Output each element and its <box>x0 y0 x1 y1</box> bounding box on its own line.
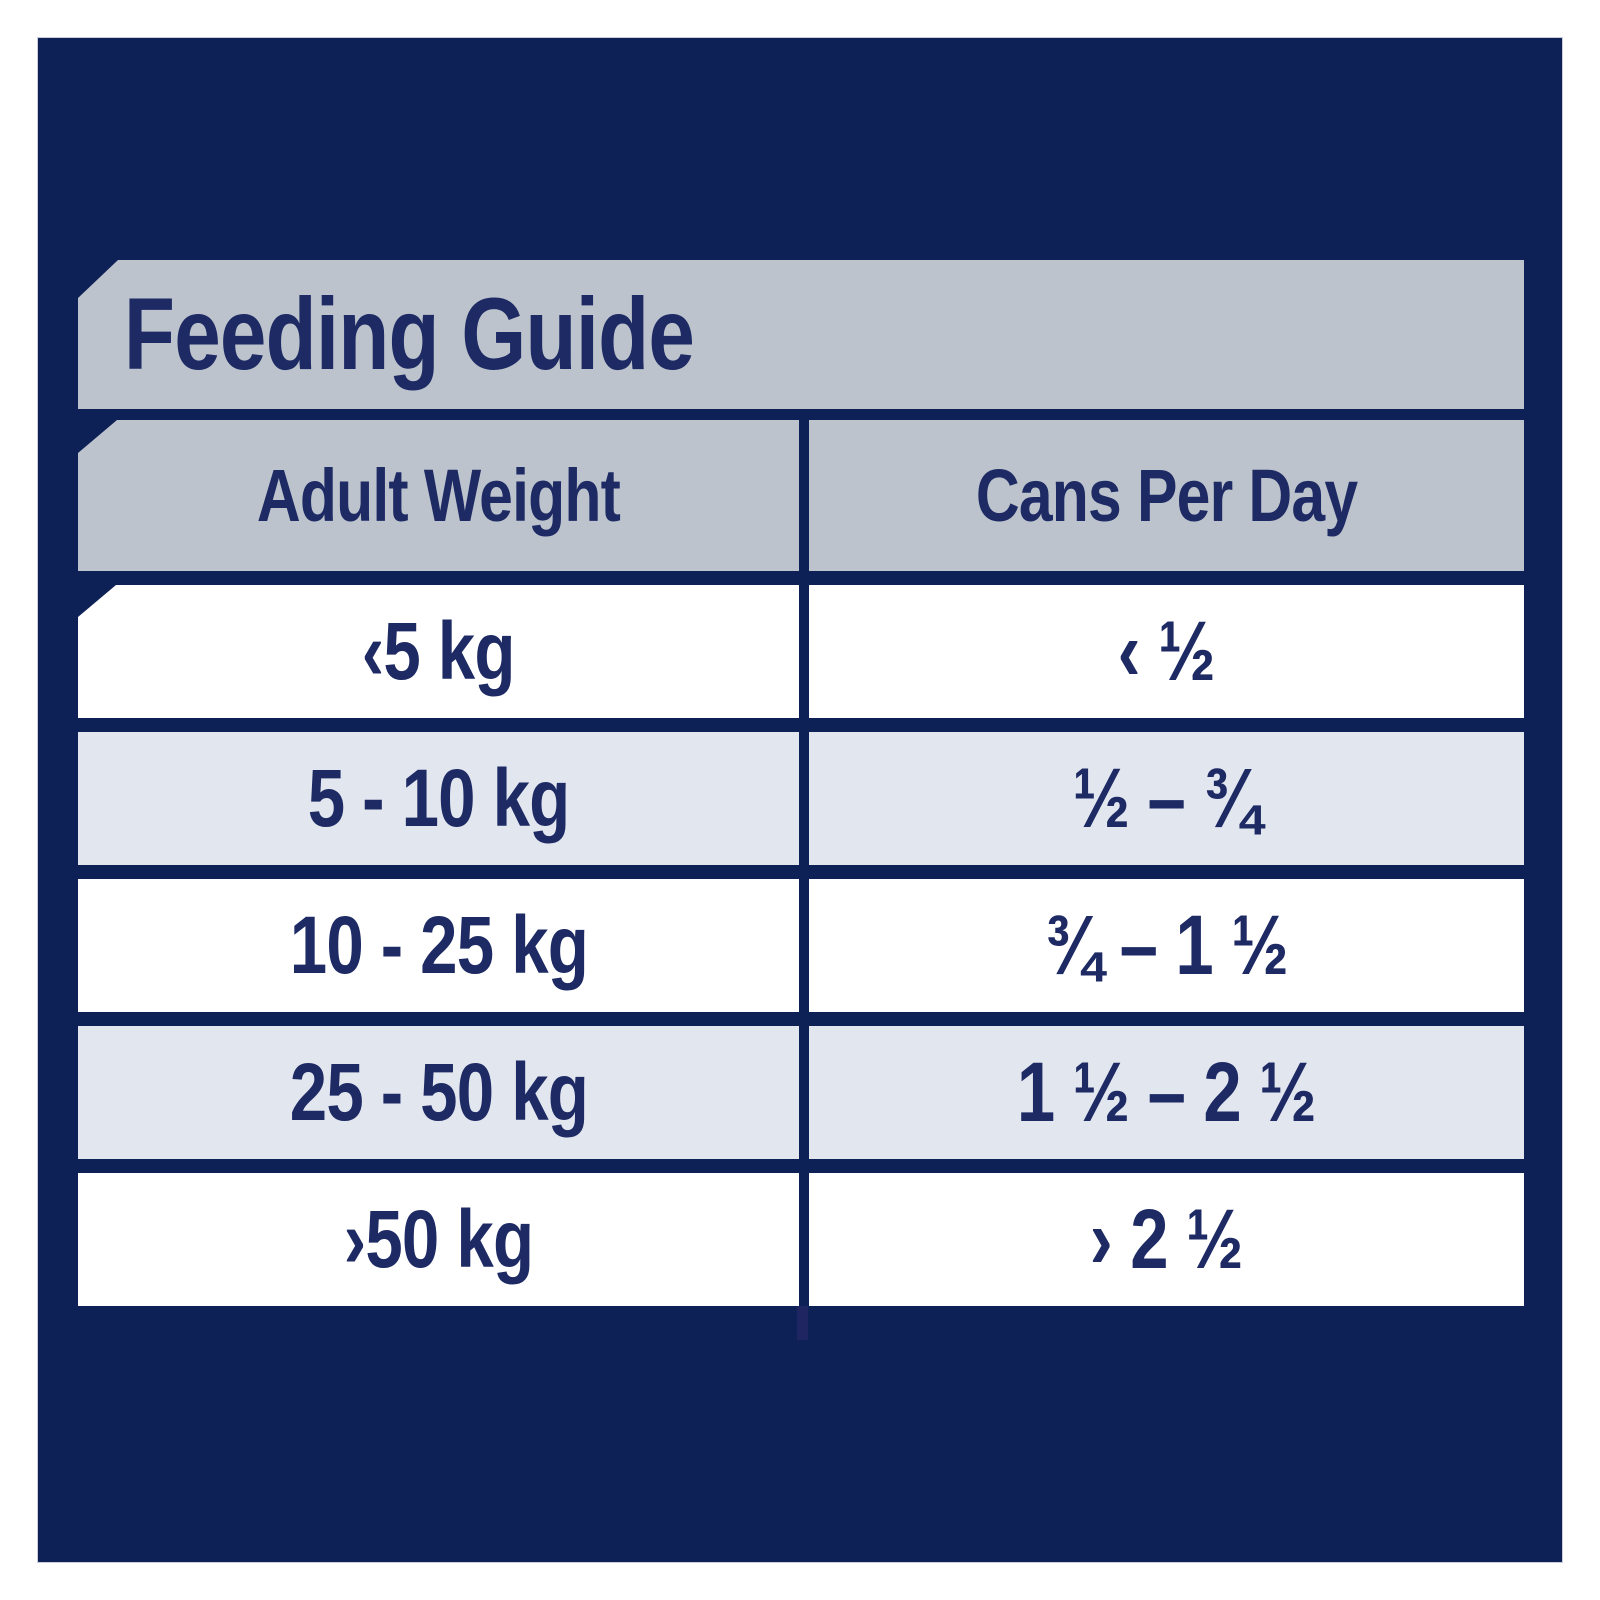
cans-cell-4: › 2 ½ <box>809 1173 1524 1306</box>
feeding-table: Adult Weight Cans Per Day ‹5 kg ‹ ½ 5 - 10 k… <box>78 420 1524 1306</box>
weight-cell-2: 10 - 25 kg <box>78 879 799 1012</box>
feeding-guide-panel: Feeding Guide Adult Weight Cans Per Day ‹5… <box>38 38 1562 1562</box>
weight-cell-0-label: ‹5 kg <box>362 605 516 697</box>
weight-cell-4-label: ›50 kg <box>343 1193 534 1285</box>
cans-cell-0-label: ‹ ½ <box>1117 604 1216 698</box>
cans-cell-0: ‹ ½ <box>809 585 1524 718</box>
weight-cell-3-label: 25 - 50 kg <box>289 1046 588 1138</box>
feeding-guide-title: Feeding Guide <box>123 277 695 391</box>
weight-cell-4: ›50 kg <box>78 1173 799 1306</box>
column-header-cans-per-day-label: Cans Per Day <box>975 454 1358 537</box>
weight-cell-1: 5 - 10 kg <box>78 732 799 865</box>
weight-cell-2-label: 10 - 25 kg <box>289 899 588 991</box>
weight-cell-1-label: 5 - 10 kg <box>307 752 571 844</box>
weight-cell-3: 25 - 50 kg <box>78 1026 799 1159</box>
cans-cell-2-label: ¾ – 1 ½ <box>1044 898 1289 992</box>
cans-cell-3-label: 1 ½ – 2 ½ <box>1017 1045 1317 1139</box>
weight-cell-0: ‹5 kg <box>78 585 799 718</box>
cans-cell-3: 1 ½ – 2 ½ <box>809 1026 1524 1159</box>
column-header-adult-weight: Adult Weight <box>78 420 799 571</box>
feeding-guide-title-bar: Feeding Guide <box>78 260 1524 409</box>
column-header-cans-per-day: Cans Per Day <box>809 420 1524 571</box>
column-divider-stub <box>797 1306 808 1340</box>
cans-cell-2: ¾ – 1 ½ <box>809 879 1524 1012</box>
cans-cell-4-label: › 2 ½ <box>1090 1192 1244 1286</box>
column-header-adult-weight-label: Adult Weight <box>256 454 621 537</box>
cans-cell-1: ½ – ¾ <box>809 732 1524 865</box>
cans-cell-1-label: ½ – ¾ <box>1072 751 1261 845</box>
